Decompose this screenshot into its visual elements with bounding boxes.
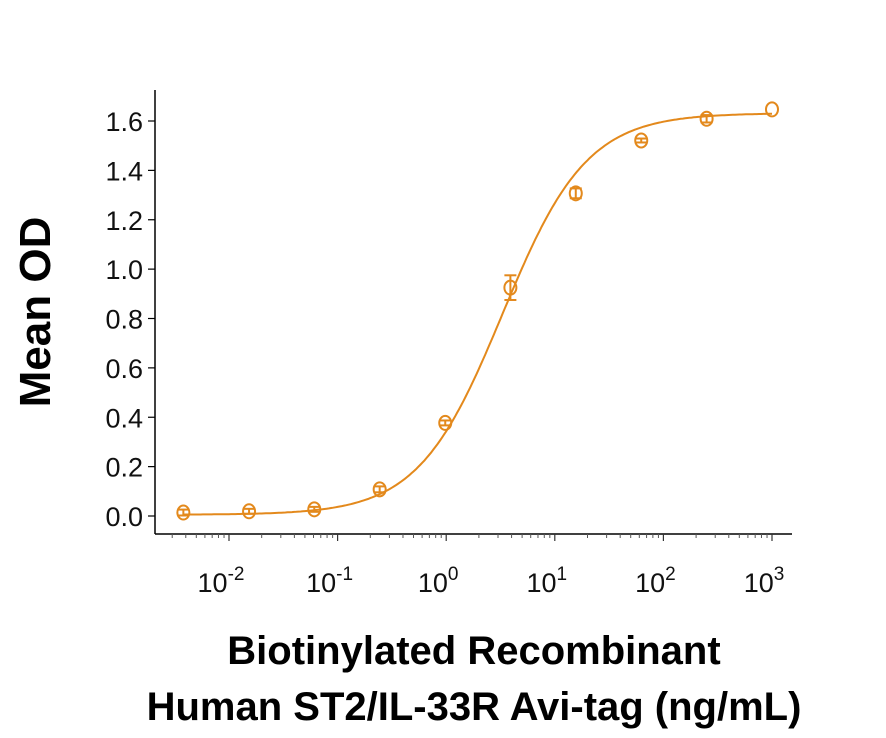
- x-tick-label: 102: [635, 564, 676, 598]
- x-tick-label: 10-2: [198, 564, 245, 598]
- x-tick-label: 10-1: [306, 564, 353, 598]
- data-point: [503, 279, 518, 296]
- x-tick-label: 100: [418, 564, 459, 598]
- y-tick-label: 1.0: [105, 255, 143, 285]
- y-tick-label: 0.0: [105, 502, 143, 532]
- data-point: [699, 110, 714, 127]
- y-tick-label: 1.2: [105, 206, 143, 236]
- ticks: 0.0 0.2 0.4 0.6 0.8 1.0 1.2 1.4 1.6 10-2 10-1 100 10…: [105, 107, 784, 598]
- x-axis-title-line1: Biotinylated Recombinant: [227, 629, 720, 673]
- y-tick-label: 0.6: [105, 354, 143, 384]
- y-tick-label: 0.4: [105, 403, 143, 433]
- y-axis-title: Mean OD: [11, 217, 60, 408]
- y-tick-label: 0.2: [105, 453, 143, 483]
- data-point: [765, 101, 779, 118]
- data-point: [307, 501, 322, 518]
- data-point: [242, 503, 257, 520]
- y-tick-label: 1.6: [105, 107, 143, 137]
- x-tick-label: 101: [526, 564, 567, 598]
- data-point: [634, 132, 649, 149]
- fit-curve: [183, 112, 772, 516]
- y-tick-label: 1.4: [105, 156, 143, 186]
- data-point: [438, 414, 453, 431]
- x-tick-label: 103: [744, 564, 785, 598]
- data-point: [176, 504, 191, 521]
- data-points: [176, 101, 779, 521]
- x-axis-title-line2: Human ST2/IL-33R Avi-tag (ng/mL): [147, 685, 802, 729]
- y-tick-label: 0.8: [105, 305, 143, 335]
- axes: [154, 90, 792, 535]
- data-point: [568, 185, 583, 202]
- data-point: [372, 481, 387, 498]
